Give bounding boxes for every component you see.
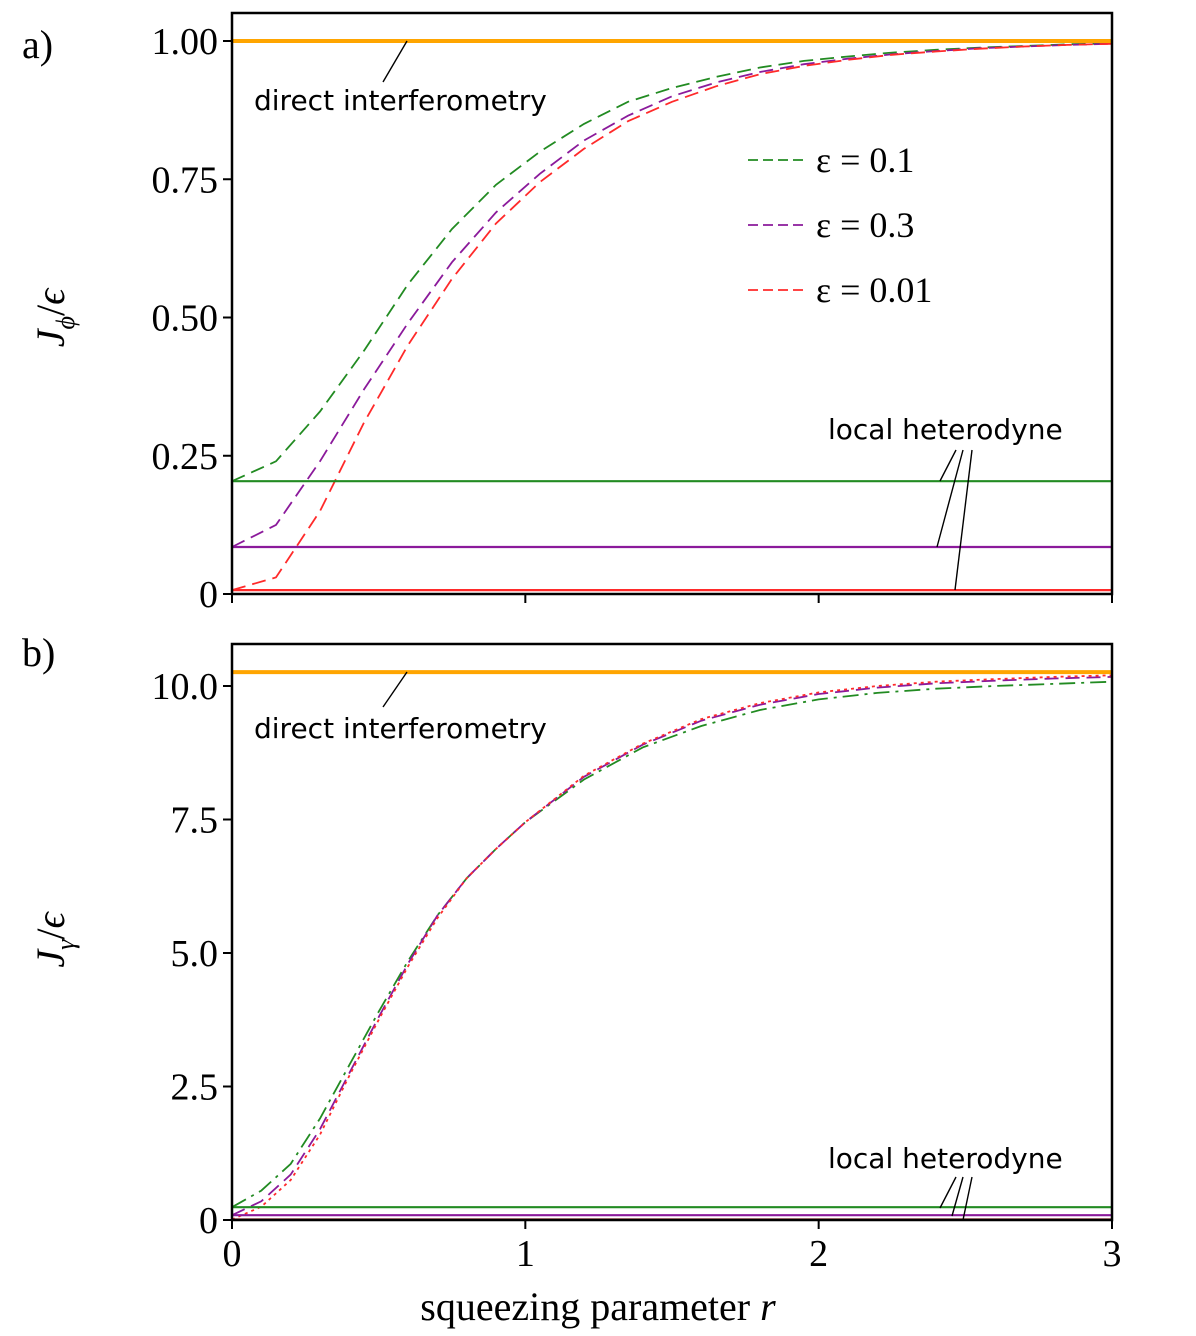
panel-b-label: b) bbox=[22, 630, 55, 675]
series-line-2 bbox=[231, 674, 1113, 1221]
direct-interferometry-label-a: direct interferometry bbox=[254, 84, 547, 117]
y-tick-label: 0.50 bbox=[152, 298, 219, 340]
panel-a-series bbox=[231, 39, 1113, 592]
heterodyne-pointer-a-2 bbox=[936, 449, 964, 548]
series-line-1 bbox=[231, 42, 1113, 548]
legend-label-2: ε = 0.01 bbox=[816, 270, 932, 310]
series-line-2 bbox=[231, 42, 1113, 591]
panel-a-ticks: 0 0.25 0.50 0.75 1.00 bbox=[152, 21, 1113, 616]
direct-interferometry-label-b: direct interferometry bbox=[254, 712, 547, 745]
panel-b-ylabel-text: Jγ/ϵ bbox=[28, 910, 80, 967]
heterodyne-pointer-b-3 bbox=[962, 1176, 973, 1221]
panel-a-axes-frame bbox=[230, 11, 1114, 596]
panel-a-plot: 0 0.25 0.50 0.75 1.00 Jϕ/ϵ direct interferom… bbox=[28, 11, 1114, 616]
legend-label-1: ε = 0.3 bbox=[816, 205, 914, 245]
heterodyne-pointer-b-2 bbox=[951, 1176, 964, 1217]
y-tick-label: 0.75 bbox=[152, 159, 219, 201]
local-heterodyne-label-b: local heterodyne bbox=[828, 1142, 1063, 1175]
heterodyne-pointer-b-1 bbox=[939, 1176, 957, 1209]
direct-annotation-pointer-b bbox=[382, 671, 408, 708]
y-tick-label: 10.0 bbox=[152, 666, 219, 708]
local-heterodyne-label-a: local heterodyne bbox=[828, 413, 1063, 446]
panel-b-axes-frame bbox=[230, 642, 1114, 1222]
heterodyne-pointer-a-3 bbox=[954, 449, 973, 591]
x-tick-label: 0 bbox=[223, 1233, 242, 1275]
panel-b-series bbox=[231, 670, 1113, 1221]
panel-b-plot: 0 1 2 3 0 2.5 5.0 7.5 10.0 Jγ/ϵ direct interfero… bbox=[28, 642, 1122, 1275]
y-tick-label: 0 bbox=[199, 574, 218, 616]
y-tick-label: 7.5 bbox=[171, 800, 219, 842]
panel-a-legend: ε = 0.1 ε = 0.3 ε = 0.01 bbox=[748, 140, 932, 310]
y-tick-label: 2.5 bbox=[171, 1067, 219, 1109]
y-tick-label: 1.00 bbox=[152, 21, 219, 63]
panel-b-ticks: 0 1 2 3 0 2.5 5.0 7.5 10.0 bbox=[152, 666, 1122, 1275]
x-tick-label: 3 bbox=[1103, 1233, 1122, 1275]
panel-a-label: a) bbox=[22, 22, 53, 67]
series-line-0 bbox=[231, 42, 1113, 483]
y-tick-label: 0.25 bbox=[152, 436, 219, 478]
direct-annotation-pointer-a bbox=[382, 40, 408, 83]
series-line-1 bbox=[231, 676, 1113, 1217]
series-line-0 bbox=[231, 680, 1113, 1208]
heterodyne-pointer-a-1 bbox=[939, 449, 957, 482]
x-axis-label: squeezing parameter r bbox=[420, 1284, 776, 1329]
x-tick-label: 2 bbox=[809, 1233, 828, 1275]
panel-a-ylabel-text: Jϕ/ϵ bbox=[28, 287, 80, 347]
panel-a-ylabel: Jϕ/ϵ bbox=[28, 287, 80, 347]
panel-b-ylabel: Jγ/ϵ bbox=[28, 910, 80, 967]
y-tick-label: 5.0 bbox=[171, 933, 219, 975]
x-tick-label: 1 bbox=[516, 1233, 535, 1275]
y-tick-label: 0 bbox=[199, 1200, 218, 1242]
legend-label-0: ε = 0.1 bbox=[816, 140, 914, 180]
